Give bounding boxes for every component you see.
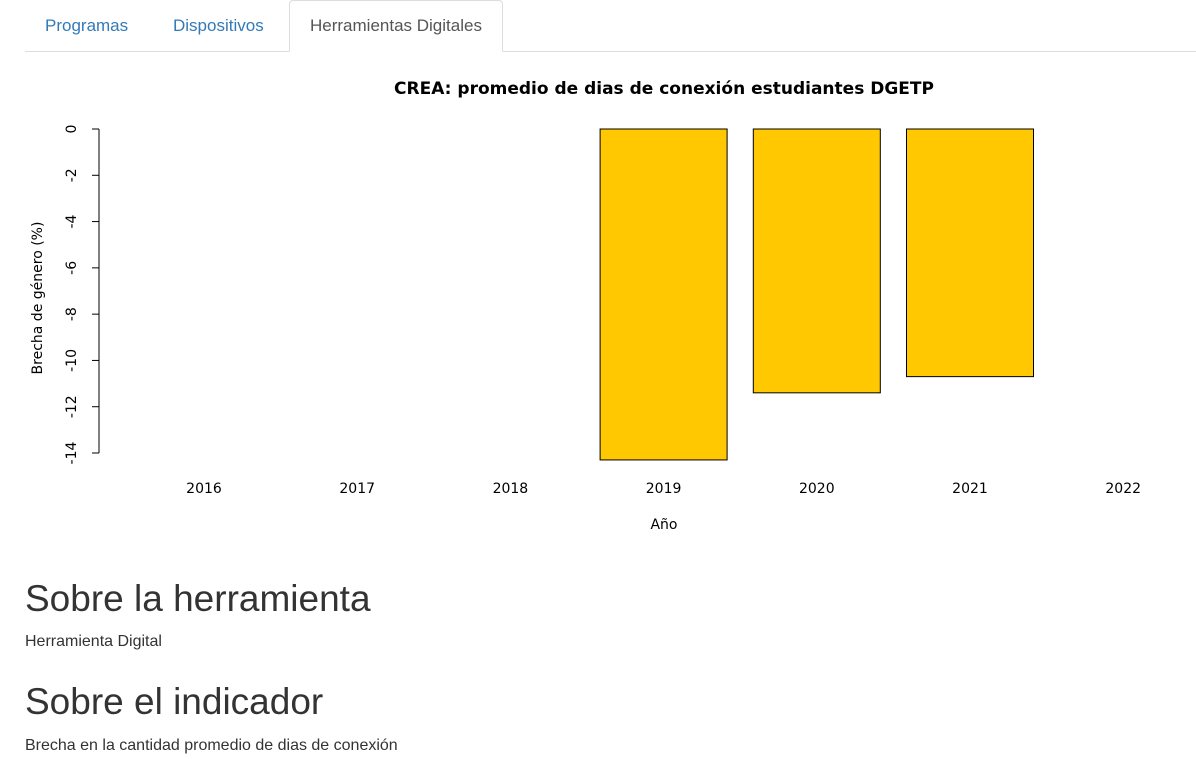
x-tick-label: 2022 <box>1105 481 1141 497</box>
x-tick-label: 2020 <box>799 481 835 497</box>
x-tick-label: 2016 <box>186 481 222 497</box>
y-tick-label: -14 <box>64 441 80 464</box>
y-tick-label: -6 <box>64 261 80 275</box>
chart-title: CREA: promedio de dias de conexión estud… <box>394 79 934 99</box>
y-axis: 0 -2 -4 -6 -8 -10 -12 -14 <box>64 125 100 464</box>
section-text-indicador: Brecha en la cantidad promedio de dias d… <box>25 737 398 754</box>
y-tick-label: -12 <box>64 395 80 418</box>
bars <box>599 128 1034 461</box>
tab-programas[interactable]: Programas <box>45 16 129 35</box>
x-tick-label: 2017 <box>339 481 375 497</box>
bar-2021 <box>906 128 1034 378</box>
y-axis-label: Brecha de género (%) <box>30 222 46 375</box>
y-tick-label: 0 <box>64 125 80 134</box>
section-text-herramienta: Herramienta Digital <box>25 633 162 650</box>
x-tick-label: 2019 <box>646 481 682 497</box>
bar-chart: CREA: promedio de dias de conexión estud… <box>30 79 1141 533</box>
tab-dispositivos[interactable]: Dispositivos <box>173 16 264 35</box>
bar-2020 <box>752 128 881 394</box>
x-tick-label: 2021 <box>952 481 988 497</box>
tab-herramientas-digitales[interactable]: Herramientas Digitales <box>289 0 503 52</box>
section-heading-indicador: Sobre el indicador <box>25 681 324 722</box>
bar-2019 <box>599 128 728 461</box>
y-tick-label: -4 <box>64 215 80 229</box>
y-tick-label: -2 <box>64 168 80 182</box>
x-axis-labels: 2016 2017 2018 2019 2020 2021 2022 <box>186 481 1141 497</box>
section-heading-herramienta: Sobre la herramienta <box>25 578 371 619</box>
tab-bar: Programas Dispositivos Herramientas Digi… <box>25 0 1196 52</box>
x-axis-label: Año <box>650 517 677 533</box>
y-tick-label: -8 <box>64 307 80 321</box>
y-tick-label: -10 <box>64 349 80 372</box>
x-tick-label: 2018 <box>493 481 529 497</box>
